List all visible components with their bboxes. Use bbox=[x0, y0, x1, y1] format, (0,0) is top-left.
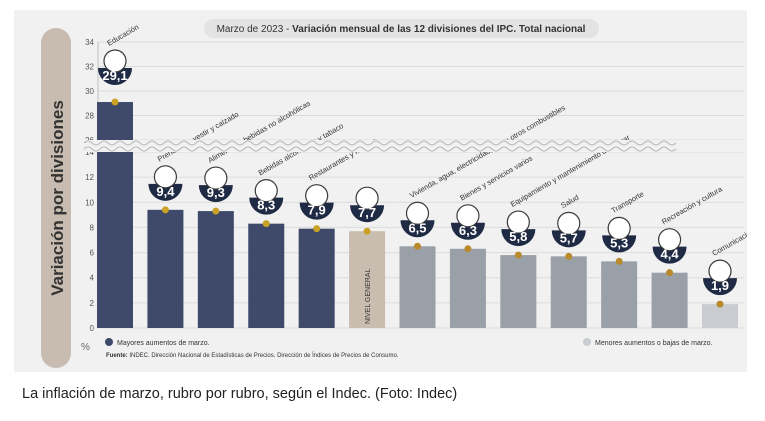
category-label: Educación bbox=[106, 22, 141, 47]
value-label: 9,4 bbox=[156, 184, 175, 199]
source-note: Fuente: INDEC. Dirección Nacional de Est… bbox=[106, 352, 399, 359]
value-badge bbox=[350, 205, 385, 223]
bar-7 bbox=[399, 246, 436, 328]
y-tick-label: 30 bbox=[85, 87, 94, 96]
bar-top-marker bbox=[615, 257, 623, 265]
y-tick-label: 0 bbox=[90, 324, 95, 333]
category-label: Comunicación bbox=[711, 226, 748, 258]
y-tick-label: 34 bbox=[85, 38, 94, 47]
legend-high-label: Mayores aumentos de marzo. bbox=[117, 340, 210, 347]
value-label: 5,8 bbox=[509, 229, 527, 244]
bar-2 bbox=[147, 209, 184, 328]
y-tick-label: 32 bbox=[85, 63, 94, 72]
bar-13 bbox=[702, 304, 738, 328]
value-label: 5,7 bbox=[560, 230, 578, 245]
value-badge bbox=[450, 222, 485, 240]
category-icon bbox=[153, 165, 178, 189]
value-label: 6,3 bbox=[459, 223, 477, 238]
y-tick-label: 2 bbox=[90, 299, 95, 308]
bar-top-marker bbox=[666, 269, 674, 277]
bar-9 bbox=[500, 255, 537, 328]
axis-break-wave-top bbox=[83, 140, 677, 146]
bar-5 bbox=[298, 228, 335, 328]
category-icon bbox=[254, 179, 278, 203]
bar-8 bbox=[449, 248, 486, 328]
value-label: 6,5 bbox=[408, 220, 426, 235]
y-tick-label: 10 bbox=[85, 198, 94, 207]
y-tick-label: 8 bbox=[90, 223, 95, 232]
bar-1 bbox=[97, 102, 133, 329]
bar-top-marker bbox=[212, 207, 220, 215]
bar-10 bbox=[550, 256, 587, 328]
bar-top-marker bbox=[464, 245, 472, 253]
value-badge bbox=[652, 246, 687, 264]
category-icon bbox=[506, 210, 530, 234]
axis-break-band bbox=[86, 140, 746, 152]
category-icon bbox=[708, 259, 732, 283]
category-icon bbox=[405, 201, 430, 225]
value-badge bbox=[602, 235, 637, 253]
category-icon bbox=[204, 166, 228, 190]
value-badge bbox=[249, 197, 284, 215]
value-label: 7,7 bbox=[358, 205, 376, 220]
bar-top-marker bbox=[565, 252, 573, 260]
bar-top-marker bbox=[716, 300, 724, 308]
value-badge bbox=[400, 220, 435, 238]
bar-top-marker bbox=[363, 227, 371, 235]
bar-top-marker bbox=[514, 251, 522, 259]
value-label: 5,3 bbox=[610, 235, 628, 250]
bar-top-marker bbox=[414, 242, 421, 250]
value-label: 1,9 bbox=[711, 278, 729, 293]
category-label: Salud bbox=[559, 193, 580, 210]
value-badge bbox=[703, 278, 737, 296]
ylabel-pill bbox=[41, 28, 71, 368]
value-label: 9,3 bbox=[207, 185, 225, 200]
category-icon bbox=[607, 216, 631, 240]
value-badge bbox=[148, 183, 183, 201]
chart-title: Marzo de 2023 - Variación mensual de las… bbox=[217, 24, 586, 35]
value-label: 7,9 bbox=[308, 203, 326, 218]
legend-high-swatch bbox=[105, 338, 113, 346]
bar-6 bbox=[349, 231, 386, 328]
bar-top-marker bbox=[161, 206, 169, 214]
category-icon bbox=[456, 204, 480, 228]
value-badge bbox=[198, 185, 233, 203]
category-icon bbox=[305, 184, 329, 208]
bar-top-marker bbox=[313, 225, 321, 233]
y-tick-label: 4 bbox=[90, 274, 95, 283]
axis-break-wave-bottom bbox=[83, 146, 677, 152]
y-tick-label: 28 bbox=[85, 112, 94, 121]
value-badge bbox=[98, 68, 132, 85]
legend-low-swatch bbox=[583, 338, 591, 346]
y-tick-label: 14 bbox=[85, 148, 94, 157]
category-icon bbox=[355, 186, 379, 210]
general-level-label: NIVEL GENERAL bbox=[365, 269, 372, 324]
bar-chart: Marzo de 2023 - Variación mensual de las… bbox=[41, 19, 748, 368]
category-icon bbox=[103, 49, 127, 73]
y-tick-label: 12 bbox=[85, 173, 94, 182]
chart-figure: Marzo de 2023 - Variación mensual de las… bbox=[14, 10, 747, 372]
value-badge bbox=[299, 202, 334, 220]
y-tick-label: 6 bbox=[90, 249, 95, 258]
value-badge bbox=[501, 229, 536, 247]
category-icon bbox=[657, 228, 682, 252]
legend-low-label: Menores aumentos o bajas de marzo. bbox=[595, 340, 713, 347]
value-label: 4,4 bbox=[661, 247, 680, 262]
y-axis-label: Variación por divisiones bbox=[48, 100, 67, 296]
bar-top-marker bbox=[111, 98, 119, 106]
category-label: Recreación y cultura bbox=[660, 184, 724, 226]
bar-11 bbox=[601, 261, 638, 328]
y-unit-label: % bbox=[81, 342, 90, 353]
bar-top-marker bbox=[262, 220, 270, 228]
bar-3 bbox=[197, 211, 234, 328]
category-label: Prendas de vestir y calzado bbox=[156, 110, 240, 164]
value-badge bbox=[551, 230, 586, 248]
bar-12 bbox=[651, 272, 688, 328]
title-pill bbox=[204, 19, 599, 38]
value-label: 8,3 bbox=[257, 198, 275, 213]
value-label: 29,1 bbox=[102, 68, 127, 83]
photo-caption: La inflación de marzo, rubro por rubro, … bbox=[22, 386, 458, 402]
category-icon bbox=[557, 211, 581, 235]
bar-4 bbox=[248, 223, 285, 328]
